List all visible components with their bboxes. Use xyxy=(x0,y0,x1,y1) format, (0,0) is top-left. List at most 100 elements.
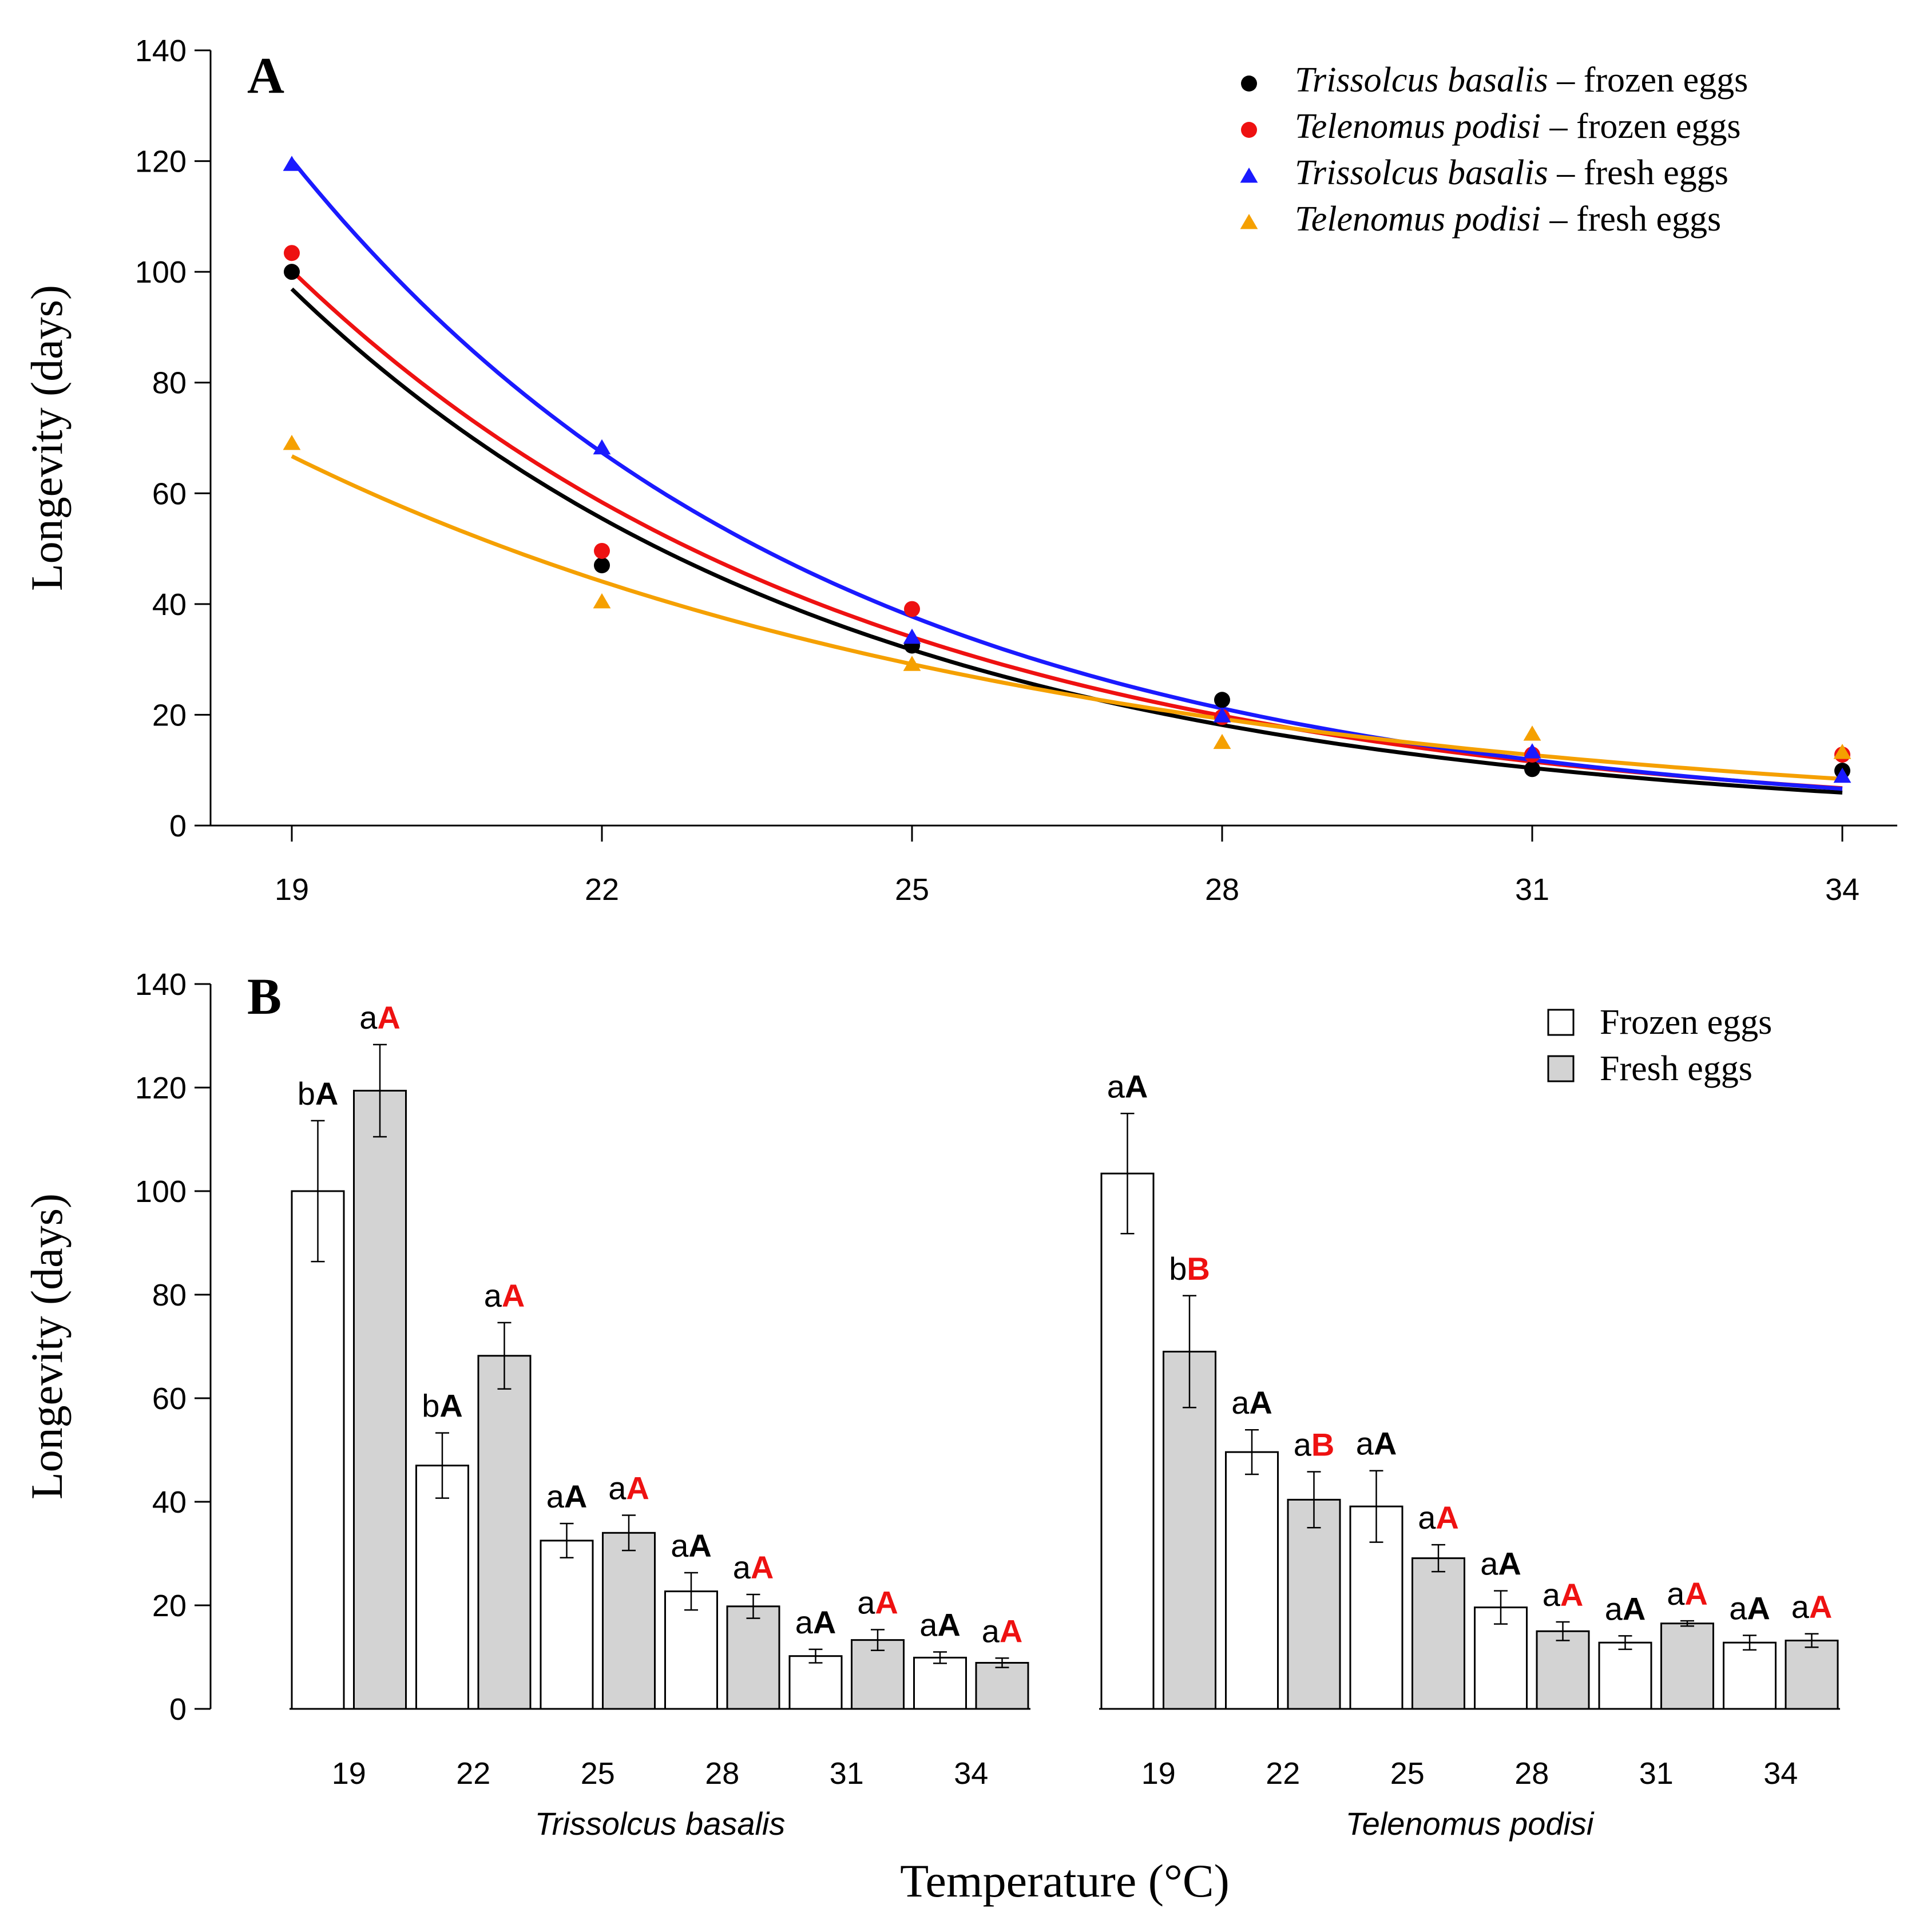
panel-label: A xyxy=(247,47,284,104)
bar xyxy=(1660,1622,1714,1710)
x-tick-label: 25 xyxy=(1390,1756,1425,1791)
y-tick-label: 80 xyxy=(152,366,187,400)
y-tick-label: 140 xyxy=(135,34,187,68)
x-tick-label: 28 xyxy=(705,1756,739,1791)
legend-swatch xyxy=(1547,1055,1575,1082)
x-tick-label: 19 xyxy=(332,1756,366,1791)
significance-letters: aA xyxy=(1791,1589,1833,1625)
significance-uppercase: B xyxy=(1311,1427,1334,1463)
significance-letters: aA xyxy=(919,1606,961,1643)
y-tick-label: 60 xyxy=(152,1382,187,1416)
data-point xyxy=(284,264,300,280)
significance-letters: aA xyxy=(1480,1546,1521,1582)
significance-lowercase: a xyxy=(1480,1546,1498,1582)
bar xyxy=(913,1656,967,1710)
significance-lowercase: b xyxy=(298,1076,315,1112)
bar xyxy=(1100,1172,1155,1710)
significance-uppercase: A xyxy=(1684,1576,1707,1612)
bar xyxy=(1785,1640,1839,1710)
data-point xyxy=(1214,692,1230,708)
significance-lowercase: a xyxy=(1294,1427,1312,1463)
x-tick-label: 22 xyxy=(1266,1756,1300,1791)
significance-lowercase: a xyxy=(1791,1589,1810,1625)
significance-lowercase: a xyxy=(484,1278,502,1314)
bar xyxy=(1536,1630,1590,1710)
data-point xyxy=(1833,744,1851,759)
significance-letters: aA xyxy=(608,1470,649,1506)
significance-lowercase: a xyxy=(1356,1426,1374,1462)
x-tick-label: 19 xyxy=(1141,1756,1176,1791)
significance-letters: aA xyxy=(671,1528,712,1564)
significance-letters: aA xyxy=(1543,1577,1584,1613)
significance-uppercase: A xyxy=(1374,1426,1397,1462)
significance-uppercase: A xyxy=(751,1549,774,1585)
y-tick-label: 40 xyxy=(152,588,187,622)
panel-a-line-chart: 0 20 40 60 80 100 120 140 19 22 25 28 31 34 Longevity … xyxy=(22,34,1897,907)
fit-curve xyxy=(290,269,1843,791)
bar xyxy=(477,1355,532,1710)
significance-lowercase: a xyxy=(1543,1577,1561,1613)
fit-curve xyxy=(290,158,1843,791)
significance-uppercase: A xyxy=(688,1528,711,1564)
y-tick-label: 0 xyxy=(169,809,187,843)
y-tick-label: 0 xyxy=(169,1692,187,1727)
x-tick-label: 19 xyxy=(275,872,309,907)
data-point xyxy=(284,245,300,261)
legend-species: Telenomus podisi xyxy=(1295,200,1541,239)
x-tick-label: 22 xyxy=(456,1756,490,1791)
significance-letters: aA xyxy=(1729,1590,1770,1626)
data-point xyxy=(283,435,301,450)
significance-uppercase: A xyxy=(813,1604,836,1640)
species-group-label: Telenomus podisi xyxy=(1346,1806,1595,1842)
y-axis-label: Longevity (days) xyxy=(22,1193,72,1499)
bar xyxy=(1723,1641,1777,1710)
significance-letters: aA xyxy=(1418,1499,1459,1536)
significance-lowercase: a xyxy=(1418,1499,1436,1536)
data-point xyxy=(283,156,301,171)
significance-lowercase: b xyxy=(422,1388,439,1424)
bar xyxy=(602,1532,656,1710)
x-tick-label: 25 xyxy=(581,1756,615,1791)
x-tick-label: 28 xyxy=(1205,872,1239,907)
significance-uppercase: A xyxy=(315,1076,338,1112)
significance-letters: bA xyxy=(298,1076,339,1112)
x-tick-label: 31 xyxy=(1639,1756,1674,1791)
data-point xyxy=(593,593,611,609)
significance-letters: aA xyxy=(795,1604,836,1640)
legend-label: Frozen eggs xyxy=(1600,1003,1772,1042)
legend-label: Telenomus podisi – fresh eggs xyxy=(1295,200,1721,239)
significance-lowercase: a xyxy=(795,1604,814,1640)
data-point xyxy=(1240,213,1258,229)
y-tick-label: 60 xyxy=(152,477,187,511)
bar xyxy=(1411,1557,1465,1710)
bar xyxy=(291,1190,345,1710)
bar xyxy=(788,1655,843,1710)
significance-uppercase: A xyxy=(1249,1384,1272,1421)
data-point xyxy=(1524,761,1540,777)
bar xyxy=(1598,1641,1652,1710)
bar xyxy=(1349,1505,1403,1710)
significance-uppercase: A xyxy=(1809,1589,1832,1625)
significance-letters: aA xyxy=(1107,1068,1148,1104)
y-tick-label: 20 xyxy=(152,1589,187,1623)
data-point xyxy=(1523,725,1541,741)
legend-treatment: – frozen eggs xyxy=(1541,107,1740,146)
significance-uppercase: A xyxy=(1498,1546,1521,1582)
significance-lowercase: a xyxy=(546,1478,565,1514)
significance-letters: aA xyxy=(1356,1426,1397,1462)
significance-lowercase: a xyxy=(982,1613,1000,1649)
bar xyxy=(975,1661,1029,1710)
y-tick-label: 20 xyxy=(152,698,187,732)
data-point xyxy=(1241,76,1257,92)
significance-lowercase: a xyxy=(1605,1590,1623,1626)
significance-lowercase: a xyxy=(919,1606,938,1643)
data-point xyxy=(1833,767,1851,783)
significance-letters: aA xyxy=(857,1585,898,1621)
y-tick-label: 120 xyxy=(135,1071,187,1105)
data-point xyxy=(1523,743,1541,759)
